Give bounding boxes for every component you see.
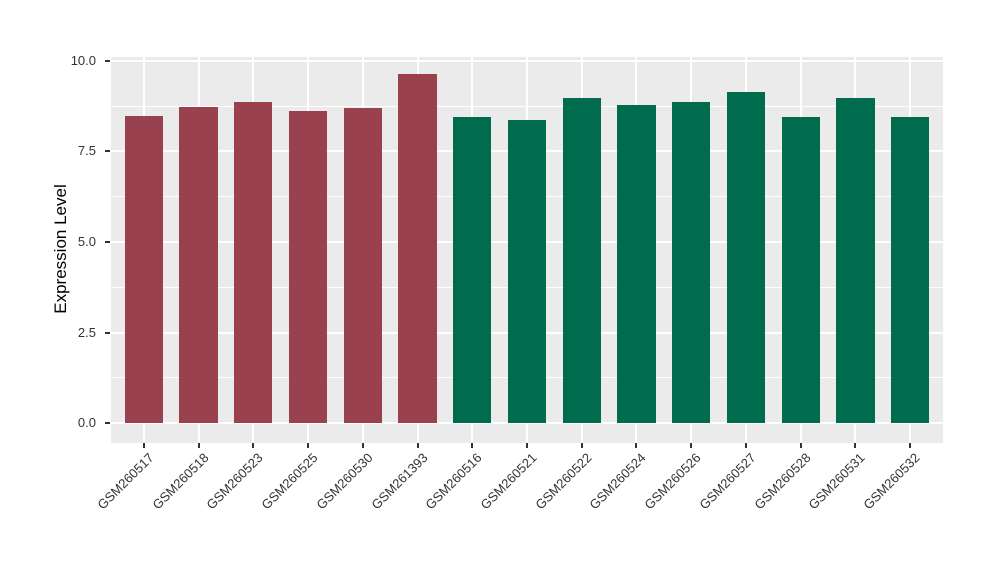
- bar-GSM260518: [179, 107, 218, 424]
- y-tick-mark: [105, 150, 110, 153]
- x-tick-mark: [526, 443, 528, 448]
- x-tick-mark: [635, 443, 638, 448]
- y-tick-label: 10.0: [70, 52, 96, 68]
- y-tick-label: 7.5: [77, 143, 96, 159]
- bar-GSM260531: [836, 98, 875, 424]
- y-tick-mark: [105, 59, 110, 62]
- x-tick-mark: [854, 443, 857, 448]
- bar-GSM261393: [398, 74, 437, 424]
- plot-panel: [111, 57, 943, 443]
- y-tick-label: 0.0: [77, 415, 96, 431]
- bar-GSM260517: [124, 116, 163, 424]
- x-tick-mark: [252, 443, 255, 448]
- bar-GSM260528: [781, 116, 820, 424]
- x-tick-label: GSM260532: [860, 450, 923, 513]
- y-tick-label: 2.5: [77, 324, 96, 340]
- x-tick-mark: [361, 443, 364, 448]
- x-tick-mark: [142, 443, 145, 448]
- x-tick-mark: [909, 443, 912, 448]
- x-tick-mark: [690, 443, 693, 448]
- y-tick-label: 5.0: [77, 234, 96, 249]
- y-tick-mark: [105, 241, 110, 243]
- bar-GSM260532: [891, 117, 930, 424]
- bar-GSM260525: [288, 111, 328, 424]
- x-tick-mark: [307, 443, 310, 448]
- x-tick-mark: [580, 443, 583, 448]
- x-tick-mark: [744, 443, 747, 448]
- bar-GSM260530: [343, 108, 382, 424]
- x-tick-mark: [416, 443, 419, 448]
- bar-GSM260527: [726, 92, 766, 424]
- x-tick-mark: [197, 443, 200, 448]
- x-tick-mark: [799, 443, 802, 448]
- y-tick-mark: [105, 422, 110, 425]
- bar-GSM260526: [672, 102, 711, 424]
- x-tick-mark: [471, 443, 474, 448]
- bar-GSM260522: [562, 98, 601, 424]
- bar-GSM260521: [507, 120, 547, 424]
- bar-GSM260516: [453, 117, 492, 424]
- bar-GSM260523: [234, 102, 273, 424]
- bar-GSM260524: [617, 104, 656, 424]
- y-tick-mark: [105, 331, 110, 334]
